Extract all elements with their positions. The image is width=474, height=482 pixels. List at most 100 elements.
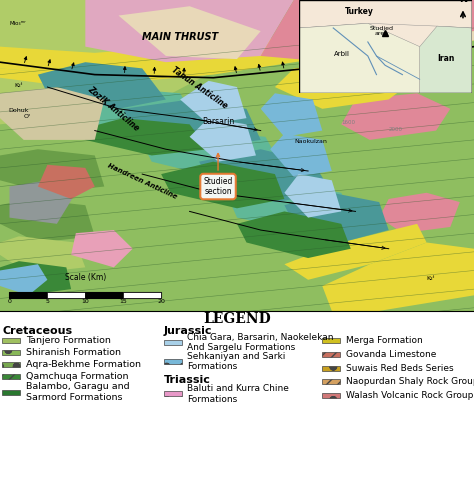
- Text: MAIN THRUST: MAIN THRUST: [142, 32, 218, 42]
- Text: Studied
area: Studied area: [370, 26, 394, 37]
- Text: 20: 20: [157, 299, 165, 304]
- Text: N: N: [459, 0, 467, 4]
- FancyBboxPatch shape: [322, 366, 340, 371]
- Text: Dohuk: Dohuk: [9, 108, 29, 113]
- Text: Mio₃ᵐᵇ: Mio₃ᵐᵇ: [332, 58, 349, 63]
- Bar: [9, 292, 47, 298]
- Text: Jurassic: Jurassic: [164, 325, 212, 335]
- Polygon shape: [341, 94, 450, 140]
- Polygon shape: [419, 26, 472, 94]
- Polygon shape: [261, 0, 474, 62]
- Polygon shape: [47, 87, 199, 131]
- Polygon shape: [261, 94, 322, 137]
- Polygon shape: [322, 242, 474, 311]
- FancyBboxPatch shape: [2, 362, 20, 367]
- Polygon shape: [299, 23, 419, 94]
- Polygon shape: [228, 180, 356, 233]
- Polygon shape: [0, 236, 85, 274]
- Polygon shape: [0, 0, 85, 25]
- Text: Studied
section: Studied section: [203, 154, 233, 196]
- Polygon shape: [284, 174, 341, 218]
- Polygon shape: [0, 31, 474, 87]
- Text: Govanda Limestone: Govanda Limestone: [346, 350, 437, 359]
- Text: Iran: Iran: [437, 54, 455, 63]
- Text: Naokulzan: Naokulzan: [294, 139, 327, 144]
- Polygon shape: [180, 81, 246, 124]
- Polygon shape: [199, 149, 332, 202]
- Text: Baluti and Kurra Chine
Formations: Baluti and Kurra Chine Formations: [187, 384, 289, 403]
- Bar: [47, 292, 85, 298]
- Text: Shiranish Formation: Shiranish Formation: [26, 348, 121, 357]
- Polygon shape: [284, 224, 427, 280]
- FancyBboxPatch shape: [322, 352, 340, 357]
- FancyBboxPatch shape: [322, 379, 340, 385]
- Bar: [85, 292, 123, 298]
- FancyBboxPatch shape: [164, 391, 182, 396]
- Text: Arbil: Arbil: [334, 51, 350, 57]
- FancyBboxPatch shape: [164, 359, 182, 364]
- Polygon shape: [0, 149, 104, 193]
- Bar: [123, 292, 161, 298]
- Text: Triassic: Triassic: [164, 375, 210, 385]
- Text: Handreen Anticline: Handreen Anticline: [107, 162, 178, 200]
- Text: Merga Formation: Merga Formation: [346, 336, 423, 345]
- Polygon shape: [38, 165, 95, 199]
- Polygon shape: [379, 193, 460, 233]
- Polygon shape: [76, 118, 209, 156]
- FancyBboxPatch shape: [2, 350, 20, 355]
- Text: Chia Gara, Barsarin, Naokelekan
And Sargelu Formations: Chia Gara, Barsarin, Naokelekan And Sarg…: [187, 333, 334, 352]
- Text: 1600: 1600: [341, 120, 356, 125]
- Text: Cretaceous: Cretaceous: [2, 325, 73, 335]
- FancyBboxPatch shape: [2, 338, 20, 343]
- Text: Suwais Red Beds Series: Suwais Red Beds Series: [346, 364, 454, 373]
- Polygon shape: [118, 6, 261, 59]
- Text: Tanun Anticline: Tanun Anticline: [170, 66, 228, 111]
- Text: 10: 10: [82, 299, 89, 304]
- FancyBboxPatch shape: [322, 393, 340, 398]
- Text: 2000: 2000: [389, 127, 403, 132]
- Text: Walash Volcanic Rock Group: Walash Volcanic Rock Group: [346, 391, 474, 400]
- Polygon shape: [9, 180, 76, 224]
- Text: Balambo, Garagu and
Sarmord Formations: Balambo, Garagu and Sarmord Formations: [26, 383, 130, 402]
- Text: 0: 0: [8, 299, 11, 304]
- Text: Mio₃ᵐʳ: Mio₃ᵐʳ: [9, 21, 26, 26]
- Text: Sehkaniyan and Sarki
Formations: Sehkaniyan and Sarki Formations: [187, 352, 286, 371]
- Polygon shape: [284, 193, 389, 242]
- Text: Tanjero Formation: Tanjero Formation: [26, 336, 111, 345]
- Text: Qamchuqa Formation: Qamchuqa Formation: [26, 372, 128, 381]
- Polygon shape: [190, 118, 256, 161]
- Polygon shape: [38, 62, 166, 109]
- FancyBboxPatch shape: [2, 374, 20, 379]
- Text: 15: 15: [119, 299, 127, 304]
- Text: Scale (Km): Scale (Km): [64, 273, 106, 282]
- Polygon shape: [0, 15, 474, 75]
- Text: 5: 5: [46, 299, 49, 304]
- Polygon shape: [275, 62, 417, 109]
- Polygon shape: [161, 161, 284, 208]
- Text: Turkey: Turkey: [345, 7, 374, 16]
- FancyBboxPatch shape: [164, 340, 182, 345]
- Text: ZozlK Anticline: ZozlK Anticline: [86, 84, 141, 133]
- Polygon shape: [0, 87, 104, 140]
- Polygon shape: [123, 99, 261, 149]
- Polygon shape: [299, 0, 472, 28]
- Bar: [9, 292, 161, 298]
- Text: K₂ᵗ: K₂ᵗ: [427, 276, 435, 281]
- Text: LEGEND: LEGEND: [203, 311, 271, 325]
- Polygon shape: [0, 264, 47, 295]
- FancyBboxPatch shape: [322, 338, 340, 343]
- Text: Naopurdan Shaly Rock Group: Naopurdan Shaly Rock Group: [346, 377, 474, 387]
- Text: K₂ᵗ: K₂ᵗ: [14, 83, 23, 88]
- Polygon shape: [0, 261, 71, 295]
- Text: Aqra-Bekhme Formation: Aqra-Bekhme Formation: [26, 360, 141, 369]
- Polygon shape: [356, 31, 474, 53]
- Polygon shape: [270, 134, 332, 177]
- Polygon shape: [0, 199, 95, 242]
- Polygon shape: [0, 0, 294, 124]
- Text: Pal-Eocʷ: Pal-Eocʷ: [403, 27, 428, 32]
- Polygon shape: [237, 212, 351, 258]
- FancyBboxPatch shape: [2, 389, 20, 395]
- Polygon shape: [142, 131, 284, 180]
- Polygon shape: [71, 230, 133, 268]
- Polygon shape: [85, 0, 294, 62]
